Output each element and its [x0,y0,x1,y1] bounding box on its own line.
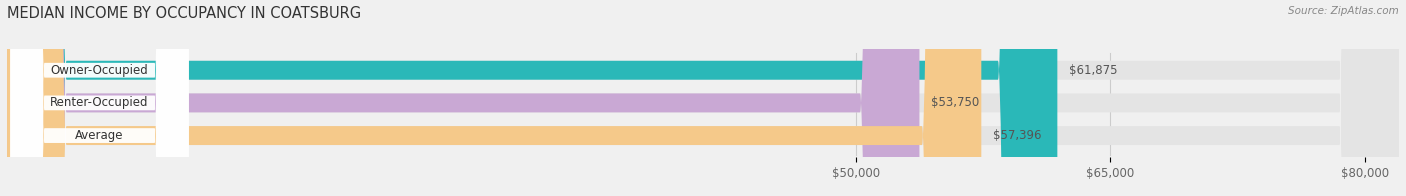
Text: Owner-Occupied: Owner-Occupied [51,64,149,77]
FancyBboxPatch shape [7,0,1399,196]
Text: $53,750: $53,750 [931,96,980,109]
FancyBboxPatch shape [7,0,981,196]
Text: $57,396: $57,396 [993,129,1042,142]
FancyBboxPatch shape [7,0,920,196]
FancyBboxPatch shape [10,0,188,196]
FancyBboxPatch shape [10,0,188,196]
FancyBboxPatch shape [7,0,1057,196]
Text: Average: Average [76,129,124,142]
FancyBboxPatch shape [7,0,1399,196]
Text: Source: ZipAtlas.com: Source: ZipAtlas.com [1288,6,1399,16]
FancyBboxPatch shape [10,0,188,196]
FancyBboxPatch shape [7,0,1399,196]
Text: Renter-Occupied: Renter-Occupied [51,96,149,109]
Text: $61,875: $61,875 [1069,64,1118,77]
Text: MEDIAN INCOME BY OCCUPANCY IN COATSBURG: MEDIAN INCOME BY OCCUPANCY IN COATSBURG [7,6,361,21]
